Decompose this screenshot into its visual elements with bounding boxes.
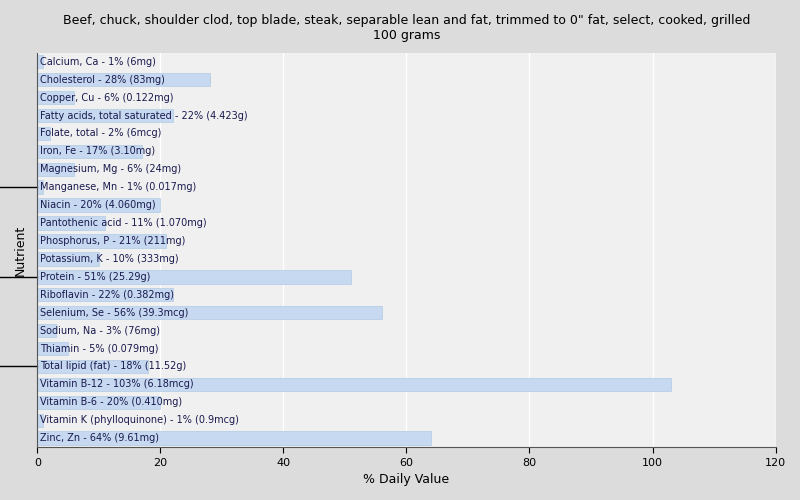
Bar	[38, 73, 210, 86]
X-axis label: % Daily Value: % Daily Value	[363, 473, 450, 486]
Bar	[38, 396, 160, 409]
Bar	[38, 270, 351, 283]
Text: Fatty acids, total saturated - 22% (4.423g): Fatty acids, total saturated - 22% (4.42…	[40, 110, 248, 120]
Bar	[38, 91, 74, 104]
Bar	[38, 306, 382, 320]
Bar	[38, 324, 56, 338]
Text: Iron, Fe - 17% (3.10mg): Iron, Fe - 17% (3.10mg)	[40, 146, 155, 156]
Text: Cholesterol - 28% (83mg): Cholesterol - 28% (83mg)	[40, 74, 166, 85]
Text: Riboflavin - 22% (0.382mg): Riboflavin - 22% (0.382mg)	[40, 290, 174, 300]
Text: Sodium, Na - 3% (76mg): Sodium, Na - 3% (76mg)	[40, 326, 160, 336]
Bar	[38, 432, 431, 445]
Bar	[38, 162, 74, 176]
Text: Zinc, Zn - 64% (9.61mg): Zinc, Zn - 64% (9.61mg)	[40, 433, 159, 443]
Bar	[38, 109, 173, 122]
Bar	[38, 252, 99, 266]
Bar	[38, 288, 173, 302]
Bar	[38, 198, 160, 212]
Text: Magnesium, Mg - 6% (24mg): Magnesium, Mg - 6% (24mg)	[40, 164, 182, 174]
Bar	[38, 342, 68, 355]
Bar	[38, 180, 43, 194]
Text: Phosphorus, P - 21% (211mg): Phosphorus, P - 21% (211mg)	[40, 236, 186, 246]
Text: Potassium, K - 10% (333mg): Potassium, K - 10% (333mg)	[40, 254, 179, 264]
Text: Folate, total - 2% (6mcg): Folate, total - 2% (6mcg)	[40, 128, 162, 138]
Text: Selenium, Se - 56% (39.3mcg): Selenium, Se - 56% (39.3mcg)	[40, 308, 189, 318]
Text: Vitamin B-12 - 103% (6.18mcg): Vitamin B-12 - 103% (6.18mcg)	[40, 380, 194, 390]
Bar	[38, 144, 142, 158]
Bar	[38, 360, 148, 373]
Bar	[38, 216, 105, 230]
Text: Calcium, Ca - 1% (6mg): Calcium, Ca - 1% (6mg)	[40, 56, 156, 66]
Text: Manganese, Mn - 1% (0.017mg): Manganese, Mn - 1% (0.017mg)	[40, 182, 197, 192]
Bar	[38, 234, 166, 248]
Text: Total lipid (fat) - 18% (11.52g): Total lipid (fat) - 18% (11.52g)	[40, 362, 186, 372]
Text: Thiamin - 5% (0.079mg): Thiamin - 5% (0.079mg)	[40, 344, 159, 353]
Bar	[38, 126, 50, 140]
Text: Vitamin B-6 - 20% (0.410mg): Vitamin B-6 - 20% (0.410mg)	[40, 398, 182, 407]
Bar	[38, 378, 671, 391]
Bar	[38, 414, 43, 427]
Text: Vitamin K (phylloquinone) - 1% (0.9mcg): Vitamin K (phylloquinone) - 1% (0.9mcg)	[40, 416, 239, 426]
Text: Copper, Cu - 6% (0.122mg): Copper, Cu - 6% (0.122mg)	[40, 92, 174, 102]
Text: Protein - 51% (25.29g): Protein - 51% (25.29g)	[40, 272, 150, 282]
Text: Pantothenic acid - 11% (1.070mg): Pantothenic acid - 11% (1.070mg)	[40, 218, 207, 228]
Bar	[38, 55, 43, 68]
Title: Beef, chuck, shoulder clod, top blade, steak, separable lean and fat, trimmed to: Beef, chuck, shoulder clod, top blade, s…	[62, 14, 750, 42]
Text: Niacin - 20% (4.060mg): Niacin - 20% (4.060mg)	[40, 200, 156, 210]
Y-axis label: Nutrient: Nutrient	[14, 224, 27, 276]
